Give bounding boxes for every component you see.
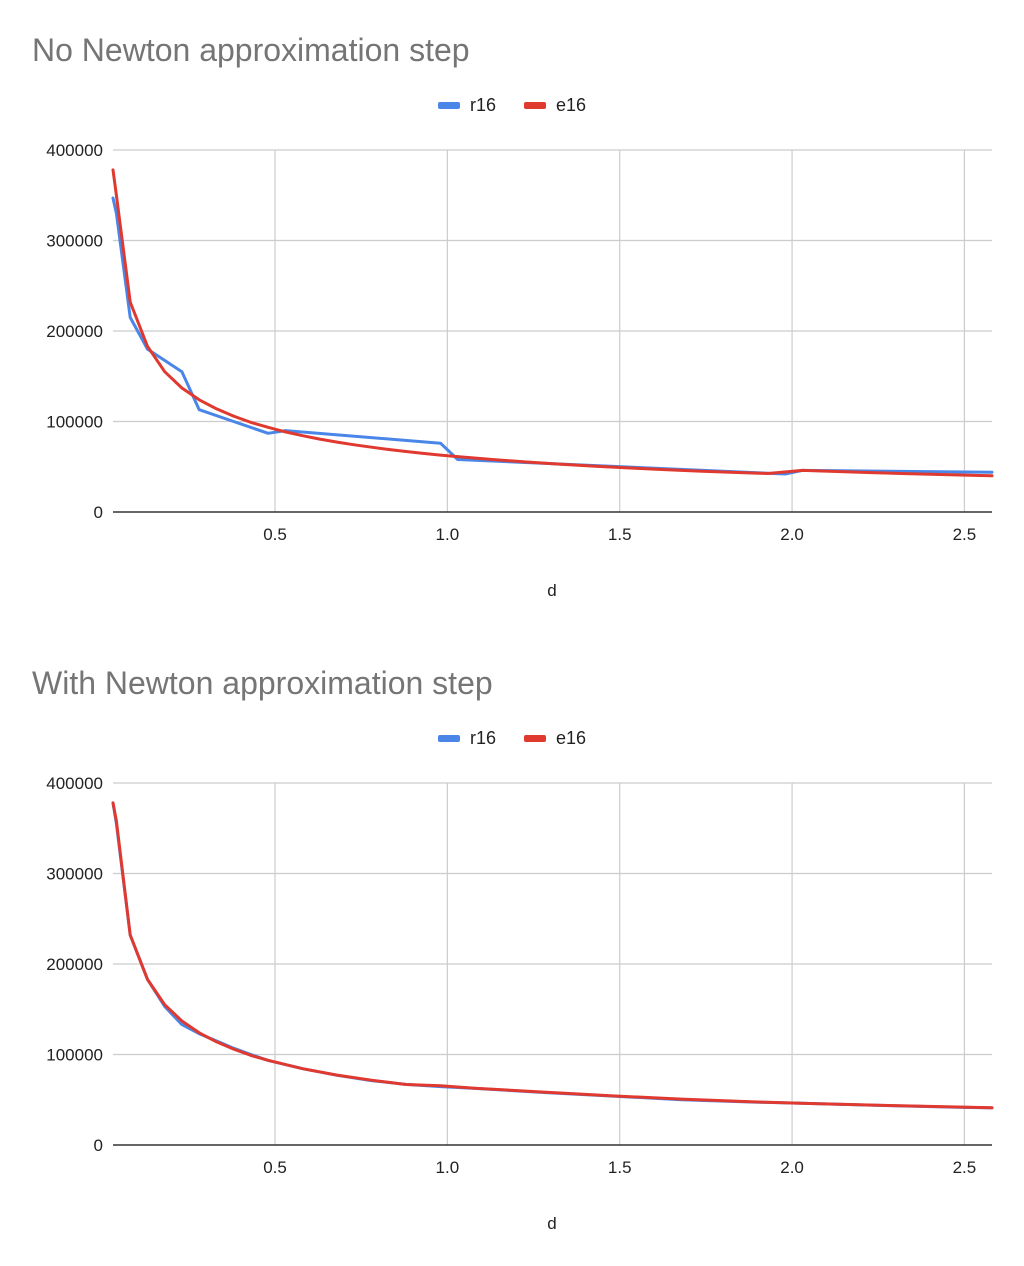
legend-label-e16: e16 — [555, 94, 587, 115]
series-line-r16 — [111, 801, 994, 1110]
legend-swatch-r16 — [437, 101, 460, 109]
y-tick-label: 0 — [94, 503, 103, 522]
x-tick-label: 2.5 — [953, 1158, 977, 1177]
y-tick-label: 400000 — [46, 774, 103, 793]
y-tick-label: 100000 — [46, 1046, 103, 1065]
x-tick-label: 0.5 — [263, 1158, 287, 1177]
legend-item-r16: r16 — [437, 727, 496, 749]
x-tick-label: 1.0 — [436, 525, 460, 544]
chart-title: No Newton approximation step — [32, 32, 470, 68]
y-tick-label: 100000 — [46, 413, 103, 432]
y-tick-label: 300000 — [46, 232, 103, 251]
legend-item-e16: e16 — [523, 94, 587, 116]
chart-panel-no-newton: No Newton approximation step r16 e16 0 10… — [0, 32, 1024, 600]
chart-title: With Newton approximation step — [32, 665, 493, 701]
y-tick-label: 400000 — [46, 141, 103, 160]
plot-area: 0 100000 200000 300000 400000 0.5 1.0 1.5 2.0 2.5… — [46, 774, 994, 1233]
x-tick-label: 2.0 — [780, 1158, 804, 1177]
legend-item-r16: r16 — [437, 94, 496, 116]
y-tick-label: 0 — [94, 1136, 103, 1155]
chart-legend: r16 e16 — [0, 726, 1024, 750]
x-tick-label: 1.0 — [436, 1158, 460, 1177]
legend-swatch-r16 — [437, 734, 460, 742]
x-axis-title: d — [547, 581, 556, 600]
legend-label-r16: r16 — [469, 727, 496, 748]
chart-panel-with-newton: With Newton approximation step r16 e16 0… — [0, 633, 1024, 1266]
x-tick-label: 1.5 — [608, 525, 632, 544]
chart-legend: r16 e16 — [0, 93, 1024, 117]
y-tick-label: 300000 — [46, 865, 103, 884]
x-axis-title: d — [547, 1214, 556, 1233]
legend-item-e16: e16 — [523, 727, 587, 749]
x-tick-label: 2.0 — [780, 525, 804, 544]
x-tick-label: 2.5 — [953, 525, 977, 544]
series-line-e16 — [111, 168, 994, 478]
legend-swatch-e16 — [523, 101, 546, 109]
plot-area: 0 100000 200000 300000 400000 0.5 1.0 1.5 2.0 2.5… — [46, 141, 994, 600]
legend-label-r16: r16 — [469, 94, 496, 115]
x-tick-label: 1.5 — [608, 1158, 632, 1177]
y-tick-label: 200000 — [46, 322, 103, 341]
series-line-r16 — [111, 196, 994, 476]
series-line-e16 — [111, 801, 994, 1110]
legend-swatch-e16 — [523, 734, 546, 742]
x-tick-label: 0.5 — [263, 525, 287, 544]
y-tick-label: 200000 — [46, 955, 103, 974]
legend-label-e16: e16 — [555, 727, 587, 748]
